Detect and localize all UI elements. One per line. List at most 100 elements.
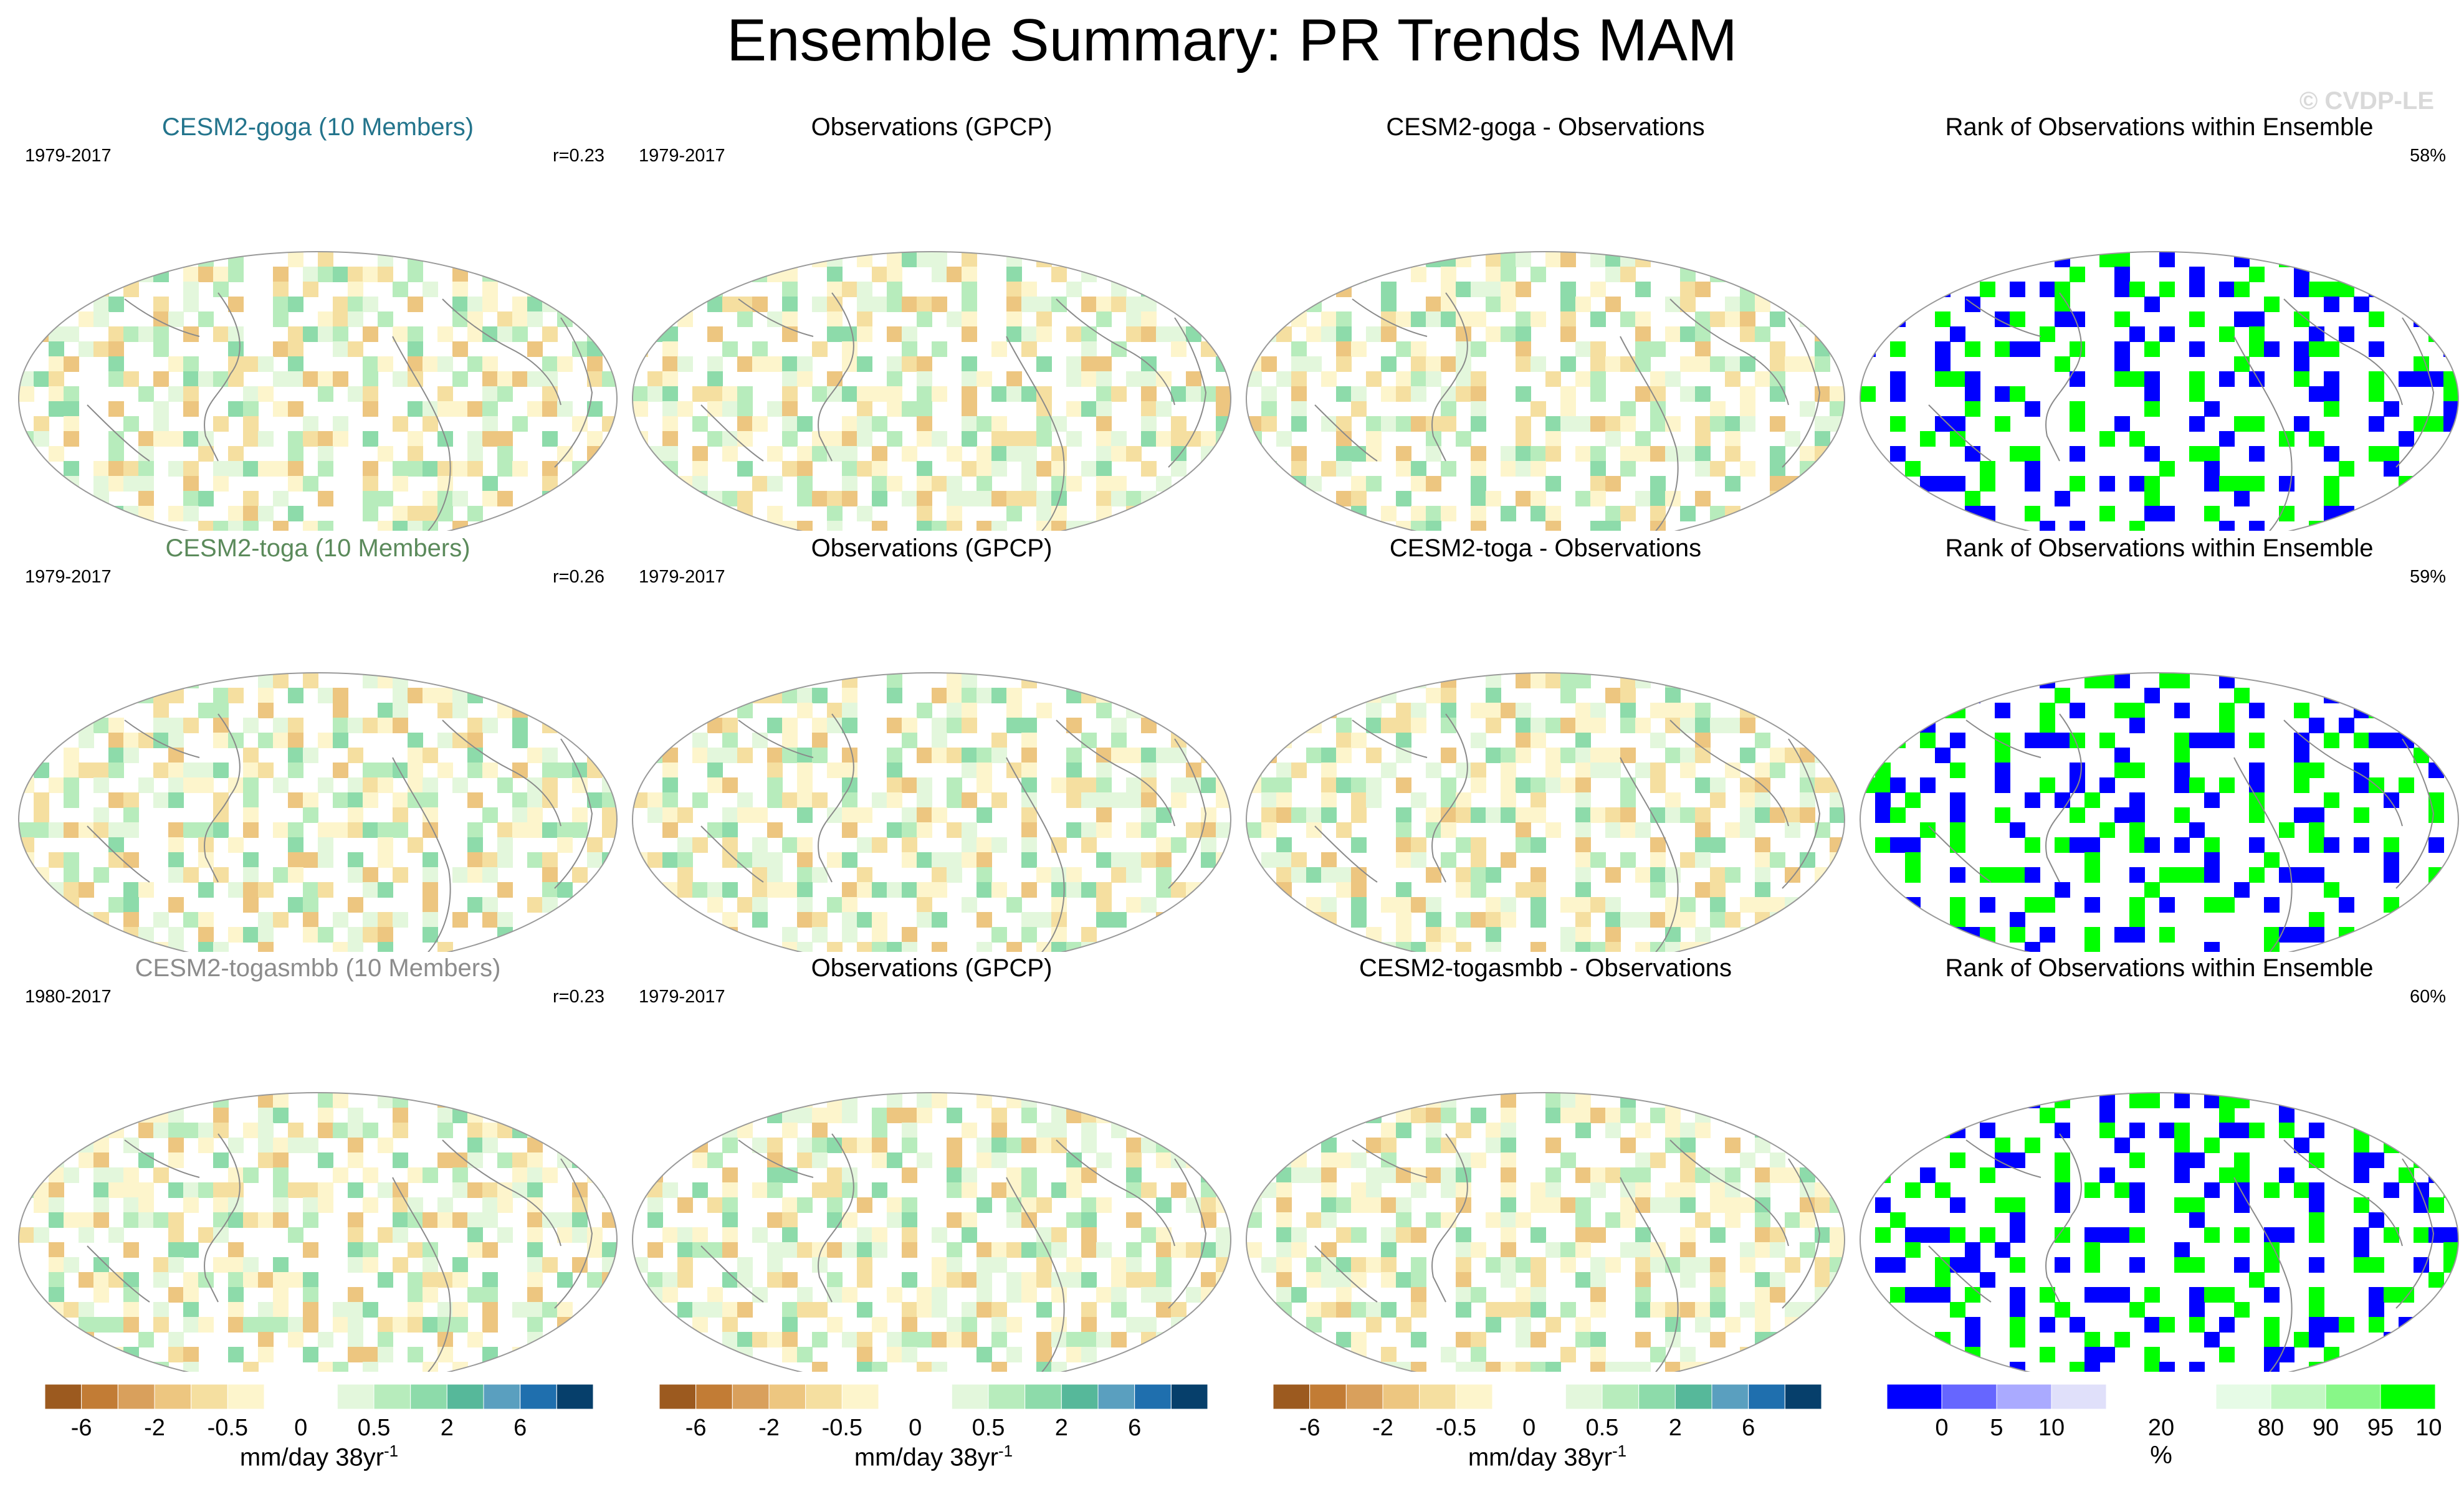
panel-title: CESM2-toga (10 Members) [165,535,470,562]
panel-title: Observations (GPCP) [811,954,1053,982]
colorbar-swatch [1886,1384,1942,1410]
coastline [1314,1245,1378,1303]
coastline [1056,720,1175,827]
coastline [392,336,451,531]
coastline [87,404,150,462]
colorbar-swatch [373,1384,411,1410]
map-border [1246,251,1845,531]
colorbar-tick-label: 0 [294,1415,307,1441]
colorbar-tick-label: -2 [758,1415,780,1441]
colorbar-swatch [1602,1384,1640,1410]
coastline [1782,317,1821,468]
map-border [1860,672,2459,952]
colorbar-swatch [1674,1384,1712,1410]
colorbar-swatch [44,1384,82,1410]
colorbar-trend-3: -6 -2 -0.5 0 0.5 2 6 mm/day 38yr-1 [1267,1384,1828,1478]
panel-rank-row1: Rank of Observations within Ensemble 58% [1854,112,2464,531]
colorbar-swatch [2380,1384,2436,1410]
colorbar-swatch [520,1384,557,1410]
coastline [2283,1139,2403,1247]
coastline [2233,1177,2293,1372]
colorbar-swatch [154,1384,192,1410]
panel-obs-row2: Observations (GPCP) 1979-2017 [626,533,1237,952]
coastline [87,1245,150,1303]
colorbar-swatch [337,1384,375,1410]
map-model-row2 [18,672,618,952]
coastline [554,738,593,889]
colorbar-units: mm/day 38yr-1 [854,1442,1013,1471]
coastline [87,825,150,883]
coastline [1006,757,1065,952]
map-border [18,672,618,952]
colorbar-swatch [483,1384,521,1410]
colorbar-swatch [1638,1384,1676,1410]
coastline [124,1139,200,1178]
colorbar-swatch [2051,1384,2107,1410]
coastline [2395,738,2435,889]
panel-years: 1979-2017 [25,567,112,587]
colorbar-swatch [1784,1384,1822,1410]
colorbar-swatch [1382,1384,1420,1410]
coastline [1168,1158,1207,1309]
coastline [1620,336,1679,531]
coastline [124,298,200,337]
pattern-correlation: r=0.23 [552,146,604,166]
colorbar-tick-label: 2 [1055,1415,1068,1441]
coastline [392,757,451,952]
coastline [2233,336,2293,531]
coastline [1314,404,1378,462]
map-obs-row3 [632,1092,1231,1372]
coastline [554,1158,593,1309]
coastline [2045,713,2082,883]
colorbar-swatch [81,1384,118,1410]
map-diff-row3 [1246,1092,1845,1372]
map-border [632,1092,1231,1372]
coastline [442,298,561,406]
colorbar-swatch [446,1384,484,1410]
coastline [1056,298,1175,406]
colorbar-swatch [1024,1384,1062,1410]
coastline [1352,1139,1428,1178]
coastline [1352,720,1428,758]
map-border [18,251,618,531]
colorbar-tick-label: -6 [1299,1415,1320,1441]
coastline [738,1139,814,1178]
coastline [554,317,593,468]
colorbar-swatch [1711,1384,1749,1410]
colorbar-swatch [300,1384,338,1410]
colorbar-swatch [1565,1384,1603,1410]
coastline [1782,1158,1821,1309]
colorbar-tick-label: 0.5 [1586,1415,1619,1441]
colorbar-swatch [1097,1384,1135,1410]
colorbar-swatch [732,1384,770,1410]
map-border [1246,1092,1845,1372]
rank-percent: 59% [2409,567,2446,587]
colorbar-swatch [1455,1384,1493,1410]
panel-title: Observations (GPCP) [811,535,1053,562]
colorbar-swatch [1748,1384,1785,1410]
colorbar-tick-label: -6 [71,1415,92,1441]
colorbar-swatch [1309,1384,1347,1410]
coastline [1620,757,1679,952]
panel-diff-row2: CESM2-toga - Observations [1240,533,1851,952]
coastline [1006,1177,1065,1372]
colorbar-tick-label: 2 [1669,1415,1682,1441]
colorbar-rank: 0 5 10 20 80 90 95 100% [1881,1384,2442,1478]
coastline [1782,738,1821,889]
coastline [1669,298,1789,406]
colorbar-tick-label: 6 [1742,1415,1755,1441]
colorbar-tick-label: 0 [1935,1415,1948,1441]
panel-diff-row1: CESM2-goga - Observations [1240,112,1851,531]
colorbar-swatch [1273,1384,1311,1410]
map-rank-row1 [1860,251,2459,531]
coastline [700,1245,764,1303]
rank-percent: 58% [2409,146,2446,166]
coastline [1352,298,1428,337]
panel-model-row2: CESM2-toga (10 Members) 1979-2017 r=0.26 [12,533,623,952]
panel-title: Observations (GPCP) [811,113,1053,141]
colorbar-tick-label: 90 [2313,1415,2339,1441]
colorbar-swatch [227,1384,265,1410]
rank-percent: 60% [2409,987,2446,1007]
colorbar-tick-label: 6 [1128,1415,1141,1441]
colorbar-tick-label: -6 [685,1415,707,1441]
